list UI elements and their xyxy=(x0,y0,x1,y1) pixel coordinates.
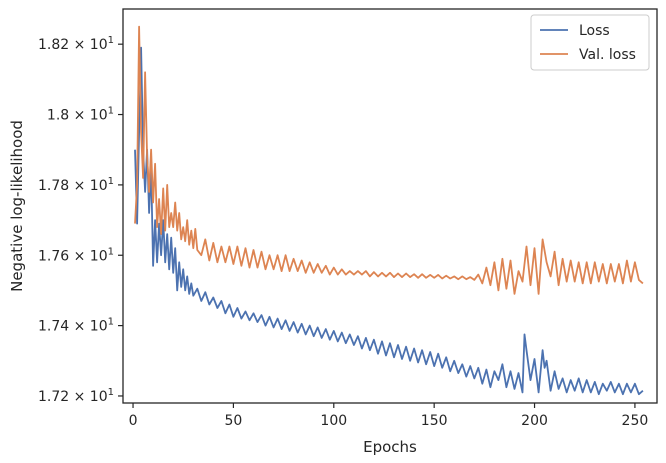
x-axis-label: Epochs xyxy=(363,438,417,456)
x-tick-label: 150 xyxy=(421,413,448,429)
legend: Loss Val. loss xyxy=(530,14,650,71)
legend-box xyxy=(530,14,650,71)
y-axis: 1.72 × 101 1.74 × 101 1.76 × 101 1.78 × 101… xyxy=(38,35,123,405)
x-tick-label: 200 xyxy=(521,413,548,429)
legend-label-val-loss: Val. loss xyxy=(579,47,636,63)
y-axis-label: Negative log-likelihood xyxy=(8,120,26,292)
x-axis: 0 50 100 150 200 250 xyxy=(129,403,649,429)
plot-frame xyxy=(122,8,658,404)
y-tick-label: 1.72 × 101 xyxy=(38,387,114,405)
series-layer xyxy=(134,25,644,396)
x-tick-label: 100 xyxy=(320,413,347,429)
y-tick-label: 1.78 × 101 xyxy=(38,176,114,194)
legend-label-loss: Loss xyxy=(579,23,610,39)
series-line-loss xyxy=(134,46,644,396)
y-tick-label: 1.74 × 101 xyxy=(38,317,114,335)
x-tick-label: 0 xyxy=(129,413,138,429)
series-line-val-loss xyxy=(134,25,644,295)
y-tick-label: 1.76 × 101 xyxy=(38,246,114,264)
x-tick-label: 250 xyxy=(622,413,649,429)
y-tick-label: 1.82 × 101 xyxy=(38,35,114,53)
y-tick-label: 1.8 × 101 xyxy=(47,106,114,124)
x-tick-label: 50 xyxy=(224,413,242,429)
